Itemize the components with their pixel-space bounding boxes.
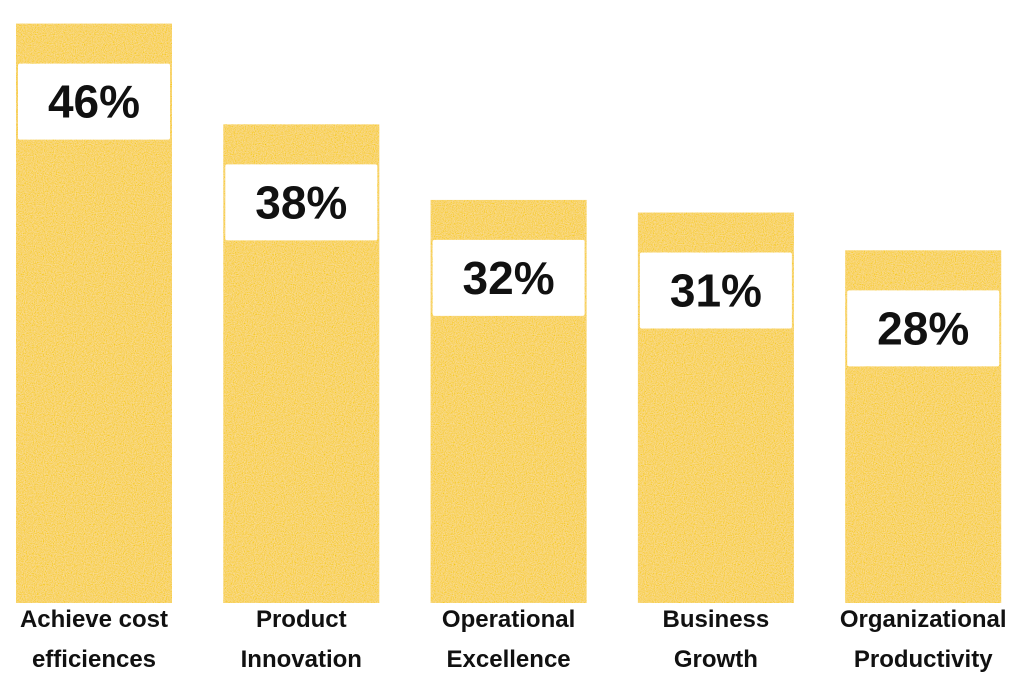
category-label-1-line-1: Innovation — [241, 646, 362, 673]
value-label-0: 46% — [48, 76, 140, 128]
value-label-box-2 — [432, 239, 585, 316]
value-label-box-4 — [847, 290, 1000, 367]
value-label-2: 32% — [463, 252, 555, 304]
category-label-4-line-1: Productivity — [854, 646, 993, 673]
category-label-1-line-0: Product — [256, 606, 347, 633]
category-label-4-line-0: Organizational — [840, 606, 1007, 633]
category-labels-group: Achieve cost efficiences Product Innovation… — [20, 606, 1007, 673]
value-label-1: 38% — [255, 176, 347, 228]
category-label-3-line-0: Business — [663, 606, 770, 633]
category-label-0-line-0: Achieve cost — [20, 606, 168, 633]
category-label-0-line-1: efficiences — [32, 646, 156, 673]
value-label-box-0 — [18, 63, 170, 140]
value-labels-group: 46% 38% 32% 31% 28% — [18, 63, 1000, 367]
category-label-3-line-1: Growth — [674, 646, 758, 673]
value-label-box-3 — [639, 252, 792, 329]
value-label-box-1 — [225, 164, 378, 241]
value-label-4: 28% — [877, 302, 969, 354]
category-label-2-line-1: Excellence — [447, 646, 571, 673]
value-label-3: 31% — [670, 265, 762, 317]
category-label-2-line-0: Operational — [442, 606, 575, 633]
